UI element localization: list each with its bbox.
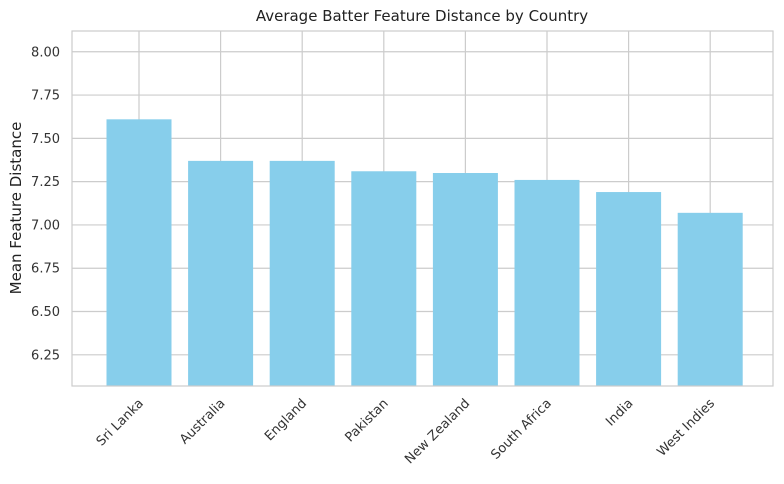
y-tick-label: 7.50: [31, 132, 60, 147]
y-axis-title: Mean Feature Distance: [7, 122, 25, 295]
x-tick-label: Pakistan: [343, 396, 392, 445]
y-tick-label: 7.00: [31, 218, 60, 233]
y-tick-label: 8.00: [31, 45, 60, 60]
x-tick-label: Sri Lanka: [94, 396, 147, 449]
y-tick-labels: 6.25 6.50 6.75 7.00 7.25 7.50 7.75 8.00: [31, 45, 60, 363]
y-tick-label: 7.25: [31, 175, 60, 190]
bars-layer: [106, 119, 743, 386]
plot-frame: [71, 30, 774, 387]
x-tick-label: India: [603, 396, 636, 429]
chart-title: Average Batter Feature Distance by Count…: [256, 7, 588, 25]
y-tick-label: 6.25: [31, 348, 60, 363]
bar-india: [596, 192, 662, 386]
bar-new-zealand: [432, 173, 498, 386]
grid-layer: [72, 31, 773, 386]
bar-sri-lanka: [106, 119, 172, 386]
bar-england: [269, 160, 335, 386]
x-tick-label: West Indies: [655, 396, 719, 460]
y-tick-label: 6.50: [31, 305, 60, 320]
y-tick-label: 7.75: [31, 89, 60, 104]
bar-west-indies: [677, 212, 743, 386]
x-tick-label: England: [262, 396, 310, 444]
y-tick-label: 6.75: [31, 262, 60, 277]
x-tick-label: South Africa: [488, 396, 554, 462]
bar-south-africa: [514, 179, 580, 386]
bar-pakistan: [351, 171, 417, 386]
bar-australia: [188, 160, 254, 386]
x-tick-label: Australia: [177, 396, 228, 447]
x-tick-label: New Zealand: [402, 396, 473, 467]
x-tick-labels: Sri Lanka Australia England Pakistan New Zea…: [94, 396, 718, 467]
